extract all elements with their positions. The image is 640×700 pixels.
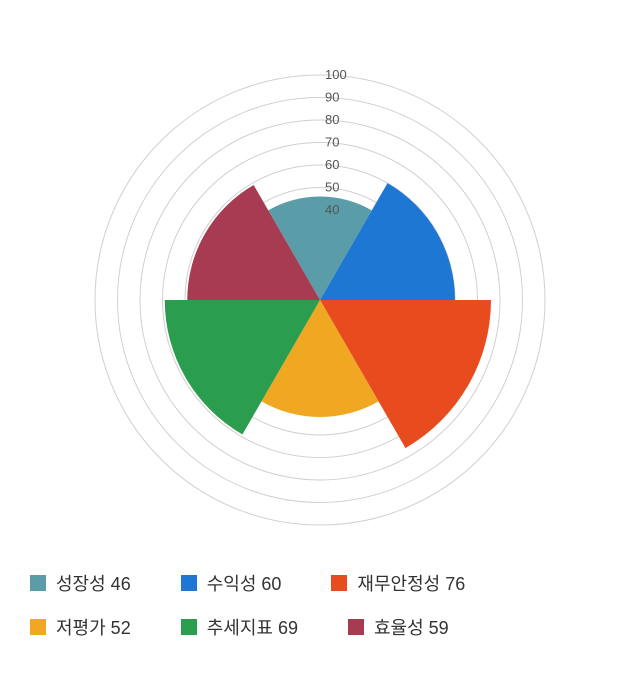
legend-item-trend: 추세지표 69: [181, 614, 298, 640]
legend-label: 저평가 52: [56, 614, 131, 640]
svg-text:100: 100: [325, 67, 347, 82]
svg-text:50: 50: [325, 180, 339, 195]
svg-text:70: 70: [325, 135, 339, 150]
legend-item-efficiency: 효율성 59: [348, 614, 449, 640]
legend-row: 성장성 46 수익성 60 재무안정성 76: [30, 570, 610, 596]
legend-label: 재무안정성 76: [357, 570, 465, 596]
legend-marker: [181, 575, 197, 591]
legend-marker: [30, 575, 46, 591]
svg-text:80: 80: [325, 112, 339, 127]
legend-item-stability: 재무안정성 76: [331, 570, 465, 596]
svg-text:40: 40: [325, 202, 339, 217]
legend-item-undervalued: 저평가 52: [30, 614, 131, 640]
svg-text:90: 90: [325, 90, 339, 105]
legend-marker: [331, 575, 347, 591]
legend-item-profit: 수익성 60: [181, 570, 282, 596]
legend-label: 효율성 59: [374, 614, 449, 640]
polar-chart-svg: 40 50 60 70 80 90 100: [0, 0, 640, 560]
legend-marker: [181, 619, 197, 635]
legend-item-growth: 성장성 46: [30, 570, 131, 596]
svg-text:60: 60: [325, 157, 339, 172]
legend-label: 성장성 46: [56, 570, 131, 596]
legend-label: 수익성 60: [207, 570, 282, 596]
legend-row: 저평가 52 추세지표 69 효율성 59: [30, 614, 610, 640]
legend-marker: [348, 619, 364, 635]
chart-legend: 성장성 46 수익성 60 재무안정성 76 저평가 52 추세지표 69 효율…: [0, 560, 640, 678]
legend-marker: [30, 619, 46, 635]
legend-label: 추세지표 69: [207, 614, 298, 640]
polar-chart-container: 40 50 60 70 80 90 100: [0, 0, 640, 560]
